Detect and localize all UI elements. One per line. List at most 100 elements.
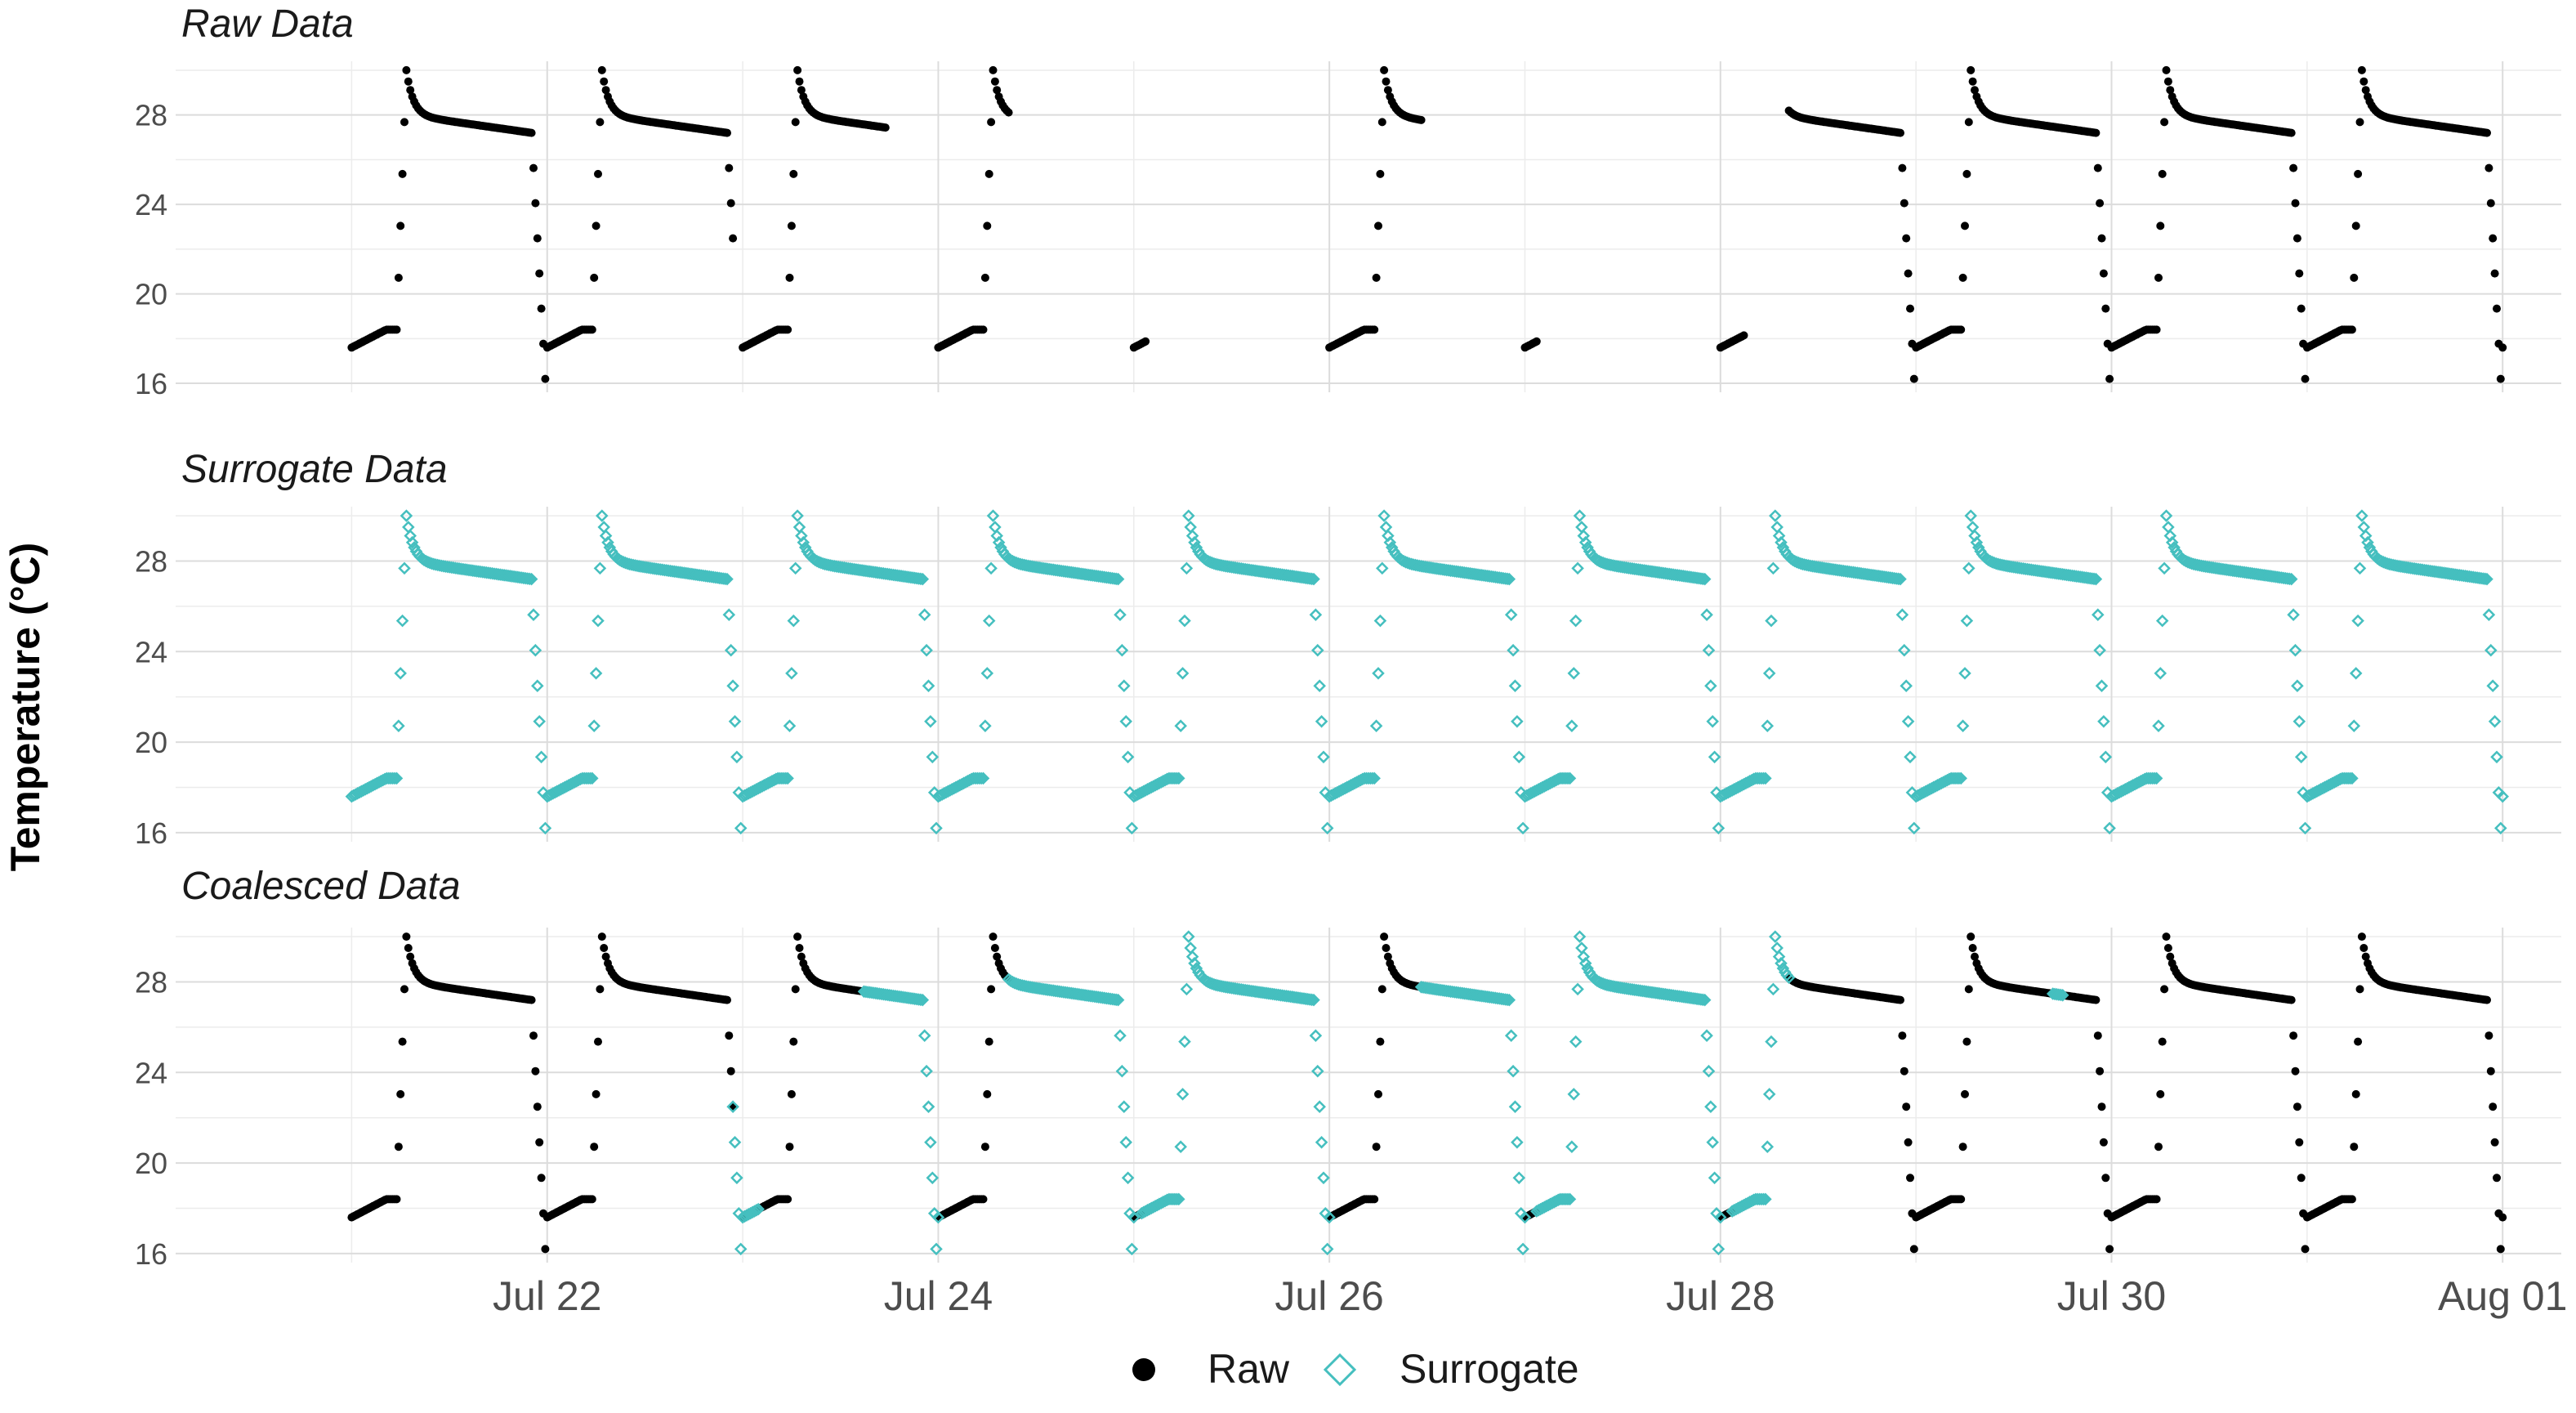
data-point-raw <box>729 234 738 243</box>
data-point-raw <box>402 65 411 74</box>
data-point-surrogate <box>2089 572 2103 586</box>
data-point-surrogate <box>395 614 409 628</box>
data-point-surrogate <box>724 643 738 657</box>
data-point-surrogate <box>2484 643 2498 657</box>
data-point-surrogate <box>1704 679 1717 692</box>
y-tick-label: 28 <box>135 99 167 132</box>
data-point-surrogate <box>1708 1171 1721 1185</box>
data-point-raw <box>1370 325 1379 334</box>
data-point-surrogate <box>1696 572 1710 586</box>
data-point-surrogate <box>386 771 400 785</box>
data-point-raw <box>989 65 998 74</box>
data-point-surrogate <box>2480 572 2493 586</box>
data-point-raw <box>2301 374 2310 383</box>
data-point-surrogate <box>930 1242 943 1256</box>
data-point-surrogate <box>1168 1192 1181 1206</box>
data-point-raw <box>529 163 538 172</box>
data-point-raw <box>2291 199 2300 208</box>
data-point-raw <box>398 1037 407 1046</box>
data-point-surrogate <box>2092 608 2105 621</box>
legend-label: Raw <box>1208 1346 1290 1392</box>
data-point-surrogate <box>586 771 599 785</box>
data-point-raw <box>1382 77 1391 86</box>
data-point-surrogate <box>1184 521 1197 534</box>
data-point-surrogate <box>597 521 610 534</box>
data-point-raw <box>2092 128 2101 137</box>
data-point-surrogate <box>1757 771 1770 785</box>
data-point-raw <box>527 128 536 137</box>
data-point-raw <box>1958 1142 1967 1151</box>
data-point-surrogate <box>1376 561 1389 575</box>
data-point-surrogate <box>388 771 401 785</box>
data-point-raw <box>2096 199 2105 208</box>
data-point-surrogate <box>1761 719 1775 732</box>
data-point-surrogate <box>1121 1171 1135 1185</box>
data-point-raw <box>2152 325 2161 334</box>
data-point-surrogate <box>1121 750 1135 764</box>
data-point-raw <box>535 1138 544 1147</box>
data-point-raw <box>1372 1142 1381 1151</box>
data-point-raw <box>2493 1174 2501 1183</box>
data-point-surrogate <box>1694 993 1708 1006</box>
data-point-raw <box>392 1195 401 1204</box>
data-point-surrogate <box>1180 561 1194 575</box>
data-point-raw <box>2158 1037 2167 1046</box>
data-point-surrogate <box>1962 561 1976 575</box>
data-point-raw <box>2354 1037 2363 1046</box>
data-point-raw <box>784 325 792 334</box>
data-point-surrogate <box>986 509 1000 522</box>
data-point-surrogate <box>2294 750 2308 764</box>
panel-title: Coalesced Data <box>181 865 461 908</box>
data-point-surrogate <box>1115 1064 1129 1078</box>
data-point-raw <box>600 944 609 952</box>
data-point-raw <box>784 1195 792 1204</box>
data-point-raw <box>2160 985 2169 994</box>
data-point-surrogate <box>2342 771 2355 785</box>
data-point-surrogate <box>1712 1242 1726 1256</box>
data-point-raw <box>541 374 550 383</box>
data-point-surrogate <box>1119 715 1132 728</box>
data-point-surrogate <box>788 561 802 575</box>
data-point-raw <box>993 86 1002 95</box>
data-point-raw <box>1906 1174 1914 1183</box>
data-point-surrogate <box>912 993 926 1006</box>
data-point-surrogate <box>1309 608 1323 621</box>
data-point-raw <box>590 273 599 282</box>
legend-key-raw <box>1132 1358 1155 1381</box>
data-point-raw <box>2096 1066 2105 1075</box>
data-point-raw <box>600 77 609 86</box>
data-point-surrogate <box>1369 719 1383 732</box>
data-point-raw <box>1004 108 1013 117</box>
data-point-surrogate <box>922 679 935 692</box>
data-point-surrogate <box>916 993 930 1007</box>
data-point-raw <box>1957 1195 1966 1204</box>
data-point-raw <box>1383 86 1392 95</box>
data-point-surrogate <box>1700 1029 1713 1042</box>
data-point-raw <box>2160 118 2169 127</box>
data-point-raw <box>396 1089 405 1098</box>
data-point-raw <box>2489 234 2498 243</box>
data-point-surrogate <box>1307 993 1320 1007</box>
data-point-surrogate <box>1694 572 1708 585</box>
data-point-surrogate <box>2488 715 2502 728</box>
data-point-surrogate <box>1118 679 1131 692</box>
data-point-raw <box>1896 995 1904 1004</box>
data-point-surrogate <box>1311 1064 1324 1078</box>
data-point-surrogate <box>2490 750 2503 764</box>
data-point-raw <box>535 269 544 278</box>
data-point-surrogate <box>1373 614 1387 628</box>
data-point-surrogate <box>1108 993 1121 1006</box>
data-point-surrogate <box>1770 941 1784 955</box>
data-point-surrogate <box>992 535 1006 549</box>
data-point-surrogate <box>1775 956 1788 970</box>
data-point-raw <box>1374 1089 1382 1098</box>
data-point-surrogate <box>1573 930 1587 943</box>
data-point-raw <box>1376 1037 1385 1046</box>
series-raw <box>347 65 2507 383</box>
data-point-surrogate <box>914 993 927 1007</box>
data-point-surrogate <box>1114 1029 1127 1042</box>
data-point-raw <box>392 325 401 334</box>
data-point-raw <box>2486 1066 2495 1075</box>
data-point-surrogate <box>2146 771 2159 785</box>
data-point-surrogate <box>1575 521 1588 534</box>
